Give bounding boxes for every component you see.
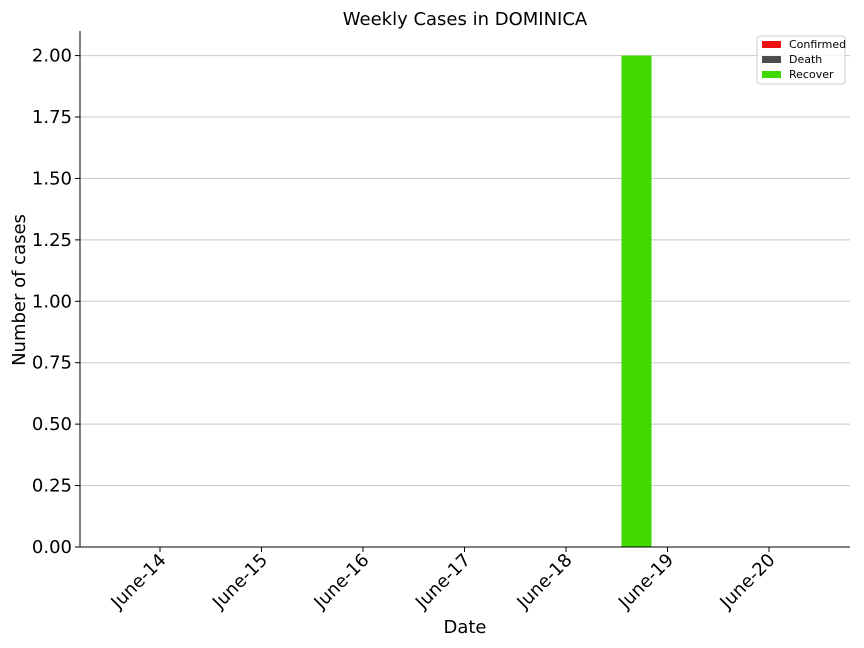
grid	[80, 55, 850, 487]
y-axis-label: Number of cases	[9, 214, 30, 366]
legend-swatch	[762, 41, 781, 48]
bar-recover	[621, 55, 652, 547]
legend-label: Death	[789, 53, 822, 66]
x-ticks: June-14 June-15 June-16 June-17 June-18 June-…	[106, 547, 780, 614]
x-tick-label: June-14	[106, 550, 170, 614]
y-tick-label: 1.00	[32, 291, 72, 312]
legend-label: Recover	[789, 68, 834, 81]
x-tick-label: June-19	[614, 550, 678, 614]
x-tick-label: June-18	[512, 550, 576, 614]
axes	[79, 31, 850, 548]
x-tick-label: June-15	[208, 550, 272, 614]
y-tick-label: 0.50	[32, 414, 72, 435]
bars	[621, 55, 652, 547]
legend: Confirmed Death Recover	[756, 35, 846, 85]
y-tick-label: 1.25	[32, 230, 72, 251]
y-tick-label: 0.25	[32, 476, 72, 497]
y-tick-label: 1.75	[32, 107, 72, 128]
y-tick-label: 1.50	[32, 168, 72, 189]
legend-label: Confirmed	[789, 38, 846, 51]
legend-swatch	[762, 71, 781, 78]
y-ticks: 0.00 0.25 0.50 0.75 1.00 1.25 1.50 1.75 2.00	[32, 46, 80, 558]
y-tick-label: 0.75	[32, 353, 72, 374]
x-tick-label: June-20	[715, 550, 779, 614]
y-tick-label: 2.00	[32, 46, 72, 67]
x-tick-label: June-16	[309, 550, 373, 614]
x-tick-label: June-17	[411, 550, 475, 614]
y-tick-label: 0.00	[32, 537, 72, 558]
chart-title: Weekly Cases in DOMINICA	[343, 9, 588, 30]
x-axis-label: Date	[443, 617, 486, 638]
legend-swatch	[762, 56, 781, 63]
